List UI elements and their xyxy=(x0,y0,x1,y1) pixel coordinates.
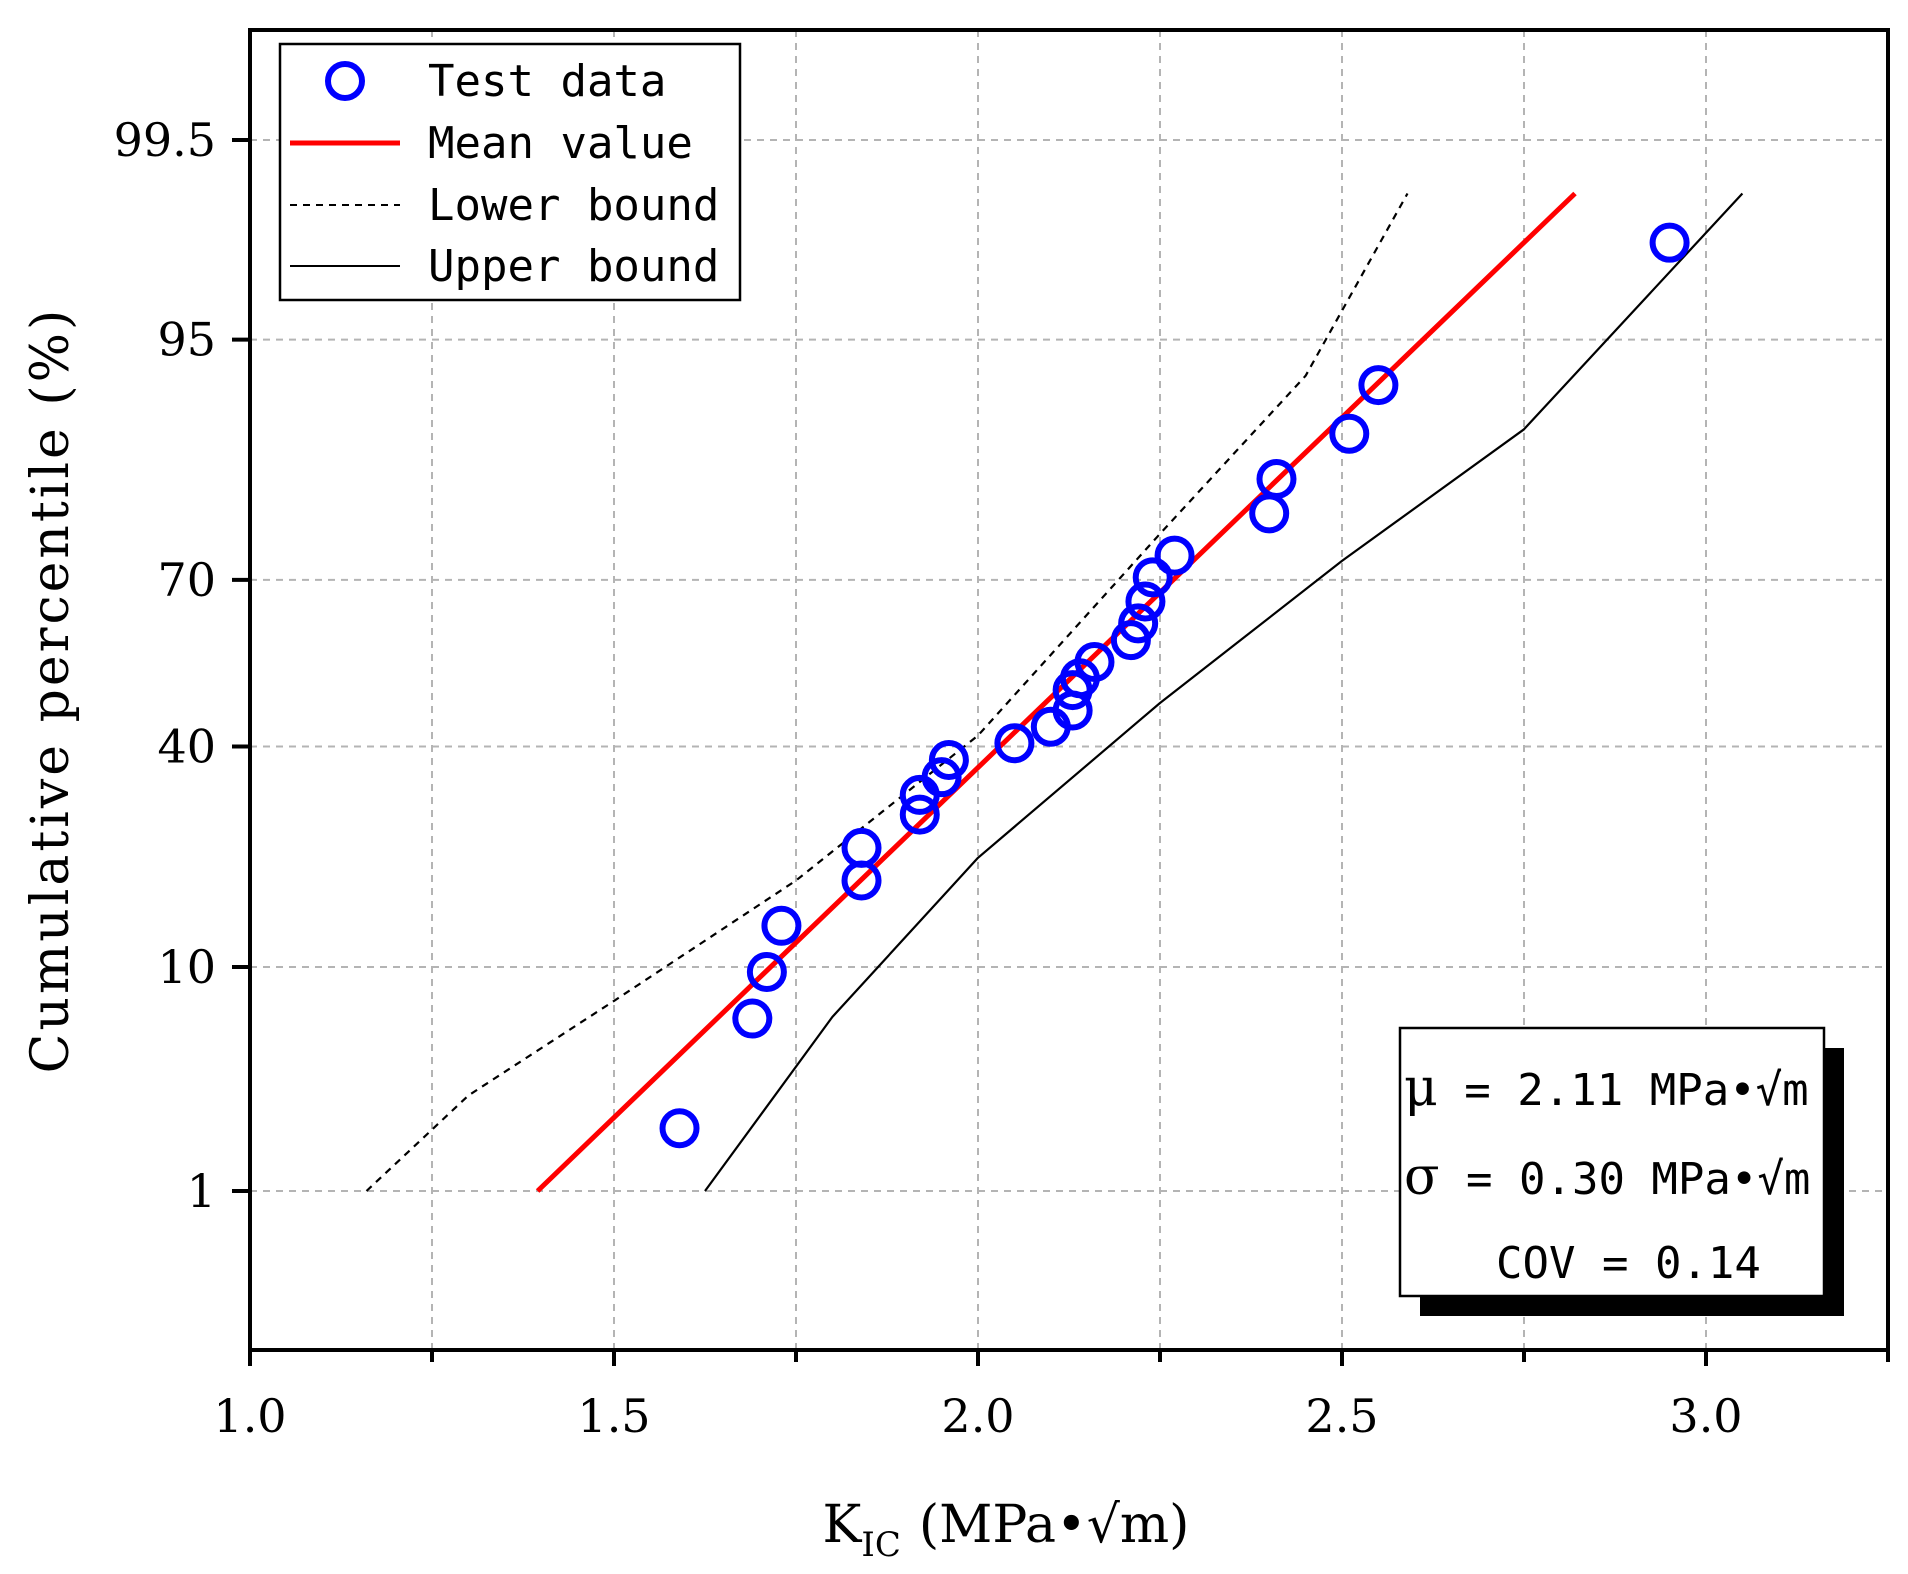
legend-label-upper-bound: Upper bound xyxy=(428,241,719,292)
y-tick-label: 95 xyxy=(157,313,216,367)
x-tick-label: 2.5 xyxy=(1305,1389,1378,1443)
stats-mu-symbol: μ xyxy=(1404,1058,1438,1118)
y-tick-label: 99.5 xyxy=(114,113,216,167)
x-tick-labels: 1.0 1.5 2.0 2.5 3.0 xyxy=(213,1389,1742,1443)
y-tick-label: 40 xyxy=(157,720,216,774)
data-point xyxy=(1132,557,1173,598)
stats-mu: μ = 2.11 MPa•√m xyxy=(1404,1058,1809,1118)
stats-box-frame xyxy=(1398,1026,1826,1298)
data-point xyxy=(1125,581,1166,622)
series-line-lower-bound xyxy=(365,192,1409,1192)
data-point xyxy=(732,998,773,1039)
data-point xyxy=(1256,459,1297,500)
data-point xyxy=(928,739,969,780)
stats-sigma-symbol: σ xyxy=(1404,1147,1440,1207)
legend-box xyxy=(278,42,742,302)
series-line-upper-bound xyxy=(704,192,1744,1192)
x-axis-title-subscript: IC xyxy=(861,1525,900,1565)
x-axis-title-main: K xyxy=(823,1495,863,1555)
stats-box: μ = 2.11 MPa•√m σ = 0.30 MPa•√m COV = 0.… xyxy=(1398,1026,1844,1316)
data-point xyxy=(841,827,882,868)
stats-sigma-value: = 0.30 MPa•√m xyxy=(1440,1154,1811,1205)
data-point xyxy=(994,723,1035,764)
series-markers xyxy=(659,222,1690,1149)
x-tick-label: 3.0 xyxy=(1669,1389,1742,1443)
stats-sigma: σ = 0.30 MPa•√m xyxy=(1404,1147,1810,1207)
data-point xyxy=(746,951,787,992)
x-tick-label: 1.0 xyxy=(213,1389,286,1443)
x-axis-title-unit: (MPa•√m) xyxy=(919,1495,1190,1555)
data-point xyxy=(659,1108,700,1149)
data-point xyxy=(1358,365,1399,406)
y-axis-title: Cumulative percentile (%) xyxy=(21,307,81,1074)
legend-marker-test-data xyxy=(325,61,365,101)
y-tick-label: 70 xyxy=(157,553,216,607)
data-point xyxy=(899,794,940,835)
legend: Test data Mean value Lower bound Upper b… xyxy=(278,42,742,302)
x-axis-ticks xyxy=(248,1350,1890,1366)
data-point xyxy=(761,905,802,946)
stats-mu-value: = 2.11 MPa•√m xyxy=(1438,1065,1809,1116)
data-point xyxy=(1074,642,1115,683)
stats-cov: COV = 0.14 xyxy=(1496,1238,1761,1289)
data-point xyxy=(1649,222,1690,263)
y-tick-label: 10 xyxy=(157,940,216,994)
x-tick-label: 1.5 xyxy=(577,1389,650,1443)
x-tick-label: 2.0 xyxy=(941,1389,1014,1443)
data-point xyxy=(1118,603,1159,644)
plot-frame xyxy=(248,28,1890,1352)
y-tick-labels: 1 10 40 70 95 99.5 xyxy=(114,113,216,1218)
grid xyxy=(250,30,1888,1350)
y-tick-label: 1 xyxy=(187,1164,216,1218)
legend-label-mean-value: Mean value xyxy=(428,118,693,169)
y-axis-ticks xyxy=(232,138,250,1193)
data-point xyxy=(1154,535,1195,576)
legend-label-lower-bound: Lower bound xyxy=(428,180,719,231)
data-point xyxy=(1329,413,1370,454)
legend-label-test-data: Test data xyxy=(428,56,666,107)
x-axis-title: KIC (MPa•√m) xyxy=(823,1495,1190,1565)
